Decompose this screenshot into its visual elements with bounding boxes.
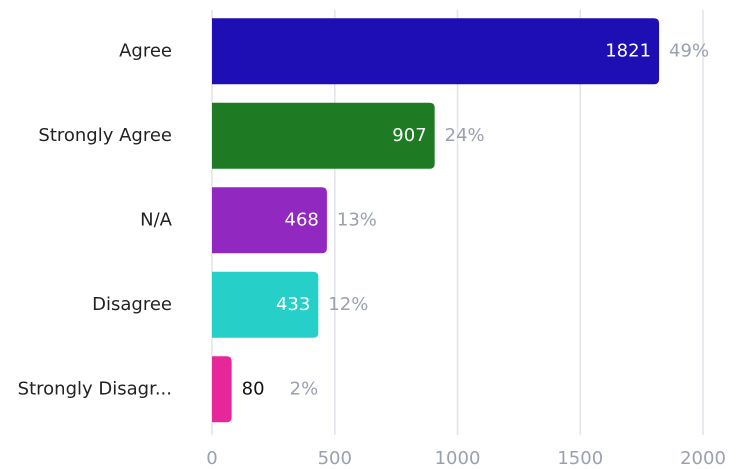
share-label: 2% [290,378,319,399]
bar [212,187,327,254]
value-label: 433 [276,294,310,315]
x-tick-label: 1000 [435,448,481,469]
x-tick-label: 2000 [680,448,726,469]
share-label: 12% [328,294,368,315]
bar [212,18,660,85]
x-tick-label: 500 [318,448,352,469]
value-label: 1821 [605,40,651,61]
category-label: Strongly Agree [38,125,172,146]
x-tick-label: 1500 [557,448,603,469]
category-label: Strongly Disagr... [18,378,172,399]
bar [212,102,435,169]
category-label: Disagree [92,294,172,315]
value-label: 907 [392,125,426,146]
value-label: 468 [285,209,319,230]
bar [212,356,232,423]
value-label: 80 [242,378,265,399]
bar [212,271,319,338]
category-label: Agree [119,40,172,61]
x-tick-label: 0 [206,448,217,469]
category-label: N/A [140,209,173,230]
share-label: 49% [669,40,709,61]
share-label: 13% [337,209,377,230]
share-label: 24% [445,125,485,146]
